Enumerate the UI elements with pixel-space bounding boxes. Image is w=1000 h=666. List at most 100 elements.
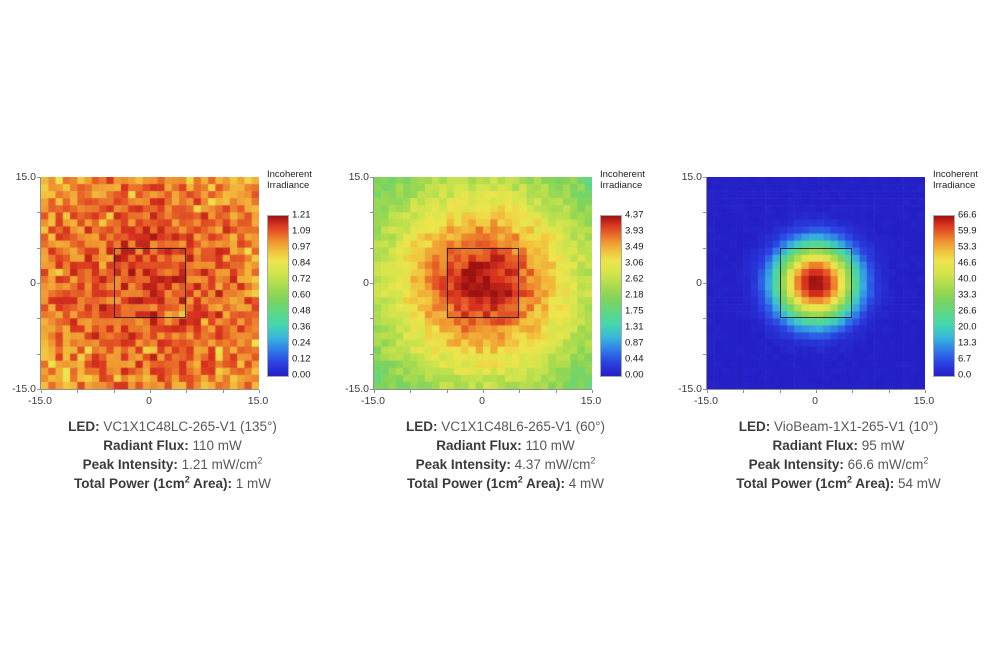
colorbar-title: Incoherent Irradiance xyxy=(933,169,978,191)
y-axis-tick-label: 15.0 xyxy=(348,171,369,183)
caption-power-label: Total Power (1cm2 Area): xyxy=(406,475,566,491)
colorbar-tick-label: 1.75 xyxy=(625,305,644,317)
colorbar-tick-label: 46.6 xyxy=(958,257,977,269)
caption-power-line: Total Power (1cm2 Area): 4 mW xyxy=(343,474,668,493)
caption: LED: VC1X1C48LC-265-V1 (135°) Radiant Fl… xyxy=(10,417,335,493)
colorbar-tick-label: 0.24 xyxy=(292,337,311,349)
x-axis-tick xyxy=(519,390,521,393)
x-axis-tick-label: -15.0 xyxy=(28,395,52,407)
y-axis-tick xyxy=(703,212,706,214)
y-axis-tick xyxy=(703,283,706,284)
x-axis-tick xyxy=(779,390,781,393)
caption-power-line: Total Power (1cm2 Area): 1 mW xyxy=(10,474,335,493)
colorbar xyxy=(267,215,289,377)
colorbar-tick-label: 1.31 xyxy=(625,321,644,333)
caption: LED: VC1X1C48L6-265-V1 (60°) Radiant Flu… xyxy=(343,417,668,493)
y-axis-tick-label: 0 xyxy=(696,277,702,289)
caption-led-line: LED: VC1X1C48LC-265-V1 (135°) xyxy=(10,417,335,436)
colorbar-tick-label: 3.49 xyxy=(625,241,644,253)
y-axis-tick xyxy=(37,353,40,355)
caption-led-label: LED: xyxy=(738,419,771,434)
colorbar-tick-label: 3.93 xyxy=(625,225,644,237)
x-axis-tick xyxy=(150,390,151,393)
y-axis-tick-label: -15.0 xyxy=(345,383,369,395)
caption-peak-line: Peak Intensity: 1.21 mW/cm2 xyxy=(10,455,335,474)
panel-led-1: 15.0 0 -15.0 -15.0 0 15.0 Incoherent Irr… xyxy=(10,165,335,510)
caption-power-label-pre: Total Power (1cm xyxy=(73,476,185,491)
caption-led-value: VC1X1C48L6-265-V1 (60°) xyxy=(441,419,605,434)
x-axis: -15.0 0 15.0 xyxy=(676,395,956,409)
x-axis-tick xyxy=(77,390,79,393)
caption-flux-line: Radiant Flux: 110 mW xyxy=(10,436,335,455)
y-axis-tick xyxy=(370,318,373,320)
colorbar-tick-label: 0.72 xyxy=(292,273,311,285)
caption-power-sup: 2 xyxy=(184,474,190,485)
colorbar-tick-label: 0.00 xyxy=(292,369,311,381)
x-axis-tick xyxy=(888,390,890,393)
x-axis-tick xyxy=(186,390,188,393)
x-axis-tick-label: 0 xyxy=(479,395,485,407)
colorbar-title-line1: Incoherent xyxy=(600,169,645,180)
colorbar-tick-label: 0.00 xyxy=(625,369,644,381)
heatmap-plot xyxy=(370,177,593,393)
colorbar-tick-labels: 1.21 1.09 0.97 0.84 0.72 0.60 0.48 0.36 0.24 0.12… xyxy=(292,210,332,381)
y-axis-tick xyxy=(703,318,706,320)
x-axis-tick-label: 15.0 xyxy=(247,395,269,407)
colorbar-tick-label: 20.0 xyxy=(958,321,977,333)
colorbar-tick-label: 33.3 xyxy=(958,289,977,301)
panel-led-2: 15.0 0 -15.0 -15.0 0 15.0 Incoherent Irr… xyxy=(343,165,668,510)
y-axis-tick xyxy=(37,177,40,178)
colorbar-tick-label: 40.0 xyxy=(958,273,977,285)
x-axis-tick xyxy=(925,390,926,393)
caption-peak-line: Peak Intensity: 4.37 mW/cm2 xyxy=(343,455,668,474)
caption-peak-value: 4.37 mW/cm xyxy=(514,457,591,472)
y-axis-tick-label: -15.0 xyxy=(678,383,702,395)
heatmap-plot xyxy=(703,177,926,393)
colorbar-tick-label: 3.06 xyxy=(625,257,644,269)
y-axis-tick xyxy=(370,353,373,355)
caption-power-label-post: Area): xyxy=(522,476,566,491)
y-axis-tick-label: 15.0 xyxy=(15,171,36,183)
colorbar-tick-label: 59.9 xyxy=(958,225,977,237)
colorbar-tick-label: 0.12 xyxy=(292,353,311,365)
x-axis-tick-label: 0 xyxy=(812,395,818,407)
y-axis-tick xyxy=(370,212,373,214)
y-axis-tick xyxy=(37,283,40,284)
caption-led-value: VC1X1C48LC-265-V1 (135°) xyxy=(103,419,277,434)
heatmap-plot xyxy=(37,177,260,393)
caption-power-label-post: Area): xyxy=(852,476,895,491)
colorbar-tick-label: 66.6 xyxy=(958,209,977,221)
caption-power-label-pre: Total Power (1cm xyxy=(406,476,518,491)
x-axis-tick xyxy=(592,390,593,393)
y-axis-tick-label: -15.0 xyxy=(12,383,36,395)
caption-flux-value: 110 mW xyxy=(525,438,575,453)
colorbar-title-line1: Incoherent xyxy=(933,169,978,180)
y-axis-tick-label: 0 xyxy=(30,277,36,289)
caption-power-value: 1 mW xyxy=(235,476,272,491)
x-axis-tick-label: -15.0 xyxy=(361,395,385,407)
irradiance-heatmap-canvas xyxy=(41,177,259,389)
colorbar-title: Incoherent Irradiance xyxy=(600,169,645,191)
caption-peak-label: Peak Intensity: xyxy=(415,457,511,472)
x-axis-tick-label: 15.0 xyxy=(913,395,935,407)
aperture-1cm2-outline xyxy=(779,247,853,319)
caption-flux-label: Radiant Flux: xyxy=(772,438,858,453)
x-axis-tick-label: -15.0 xyxy=(694,395,718,407)
y-axis-tick xyxy=(370,177,373,178)
caption-power-value: 54 mW xyxy=(898,476,941,491)
caption-power-label: Total Power (1cm2 Area): xyxy=(73,474,232,491)
colorbar-tick-label: 53.3 xyxy=(958,241,977,253)
y-axis-tick xyxy=(37,212,40,214)
aperture-1cm2-outline xyxy=(113,247,187,319)
x-axis-tick xyxy=(259,390,260,393)
x-axis-tick xyxy=(555,390,557,393)
y-axis-tick xyxy=(37,247,40,249)
y-axis-tick xyxy=(703,353,706,355)
caption-power-label: Total Power (1cm2 Area): xyxy=(736,475,895,491)
caption-peak-value: 66.6 mW/cm xyxy=(847,457,924,472)
colorbar-title-line2: Irradiance xyxy=(933,180,976,191)
x-axis-tick xyxy=(707,390,708,393)
colorbar-tick-label: 0.60 xyxy=(292,289,311,301)
colorbar-tick-label: 0.36 xyxy=(292,321,311,333)
caption-peak-sup: 2 xyxy=(923,455,929,466)
